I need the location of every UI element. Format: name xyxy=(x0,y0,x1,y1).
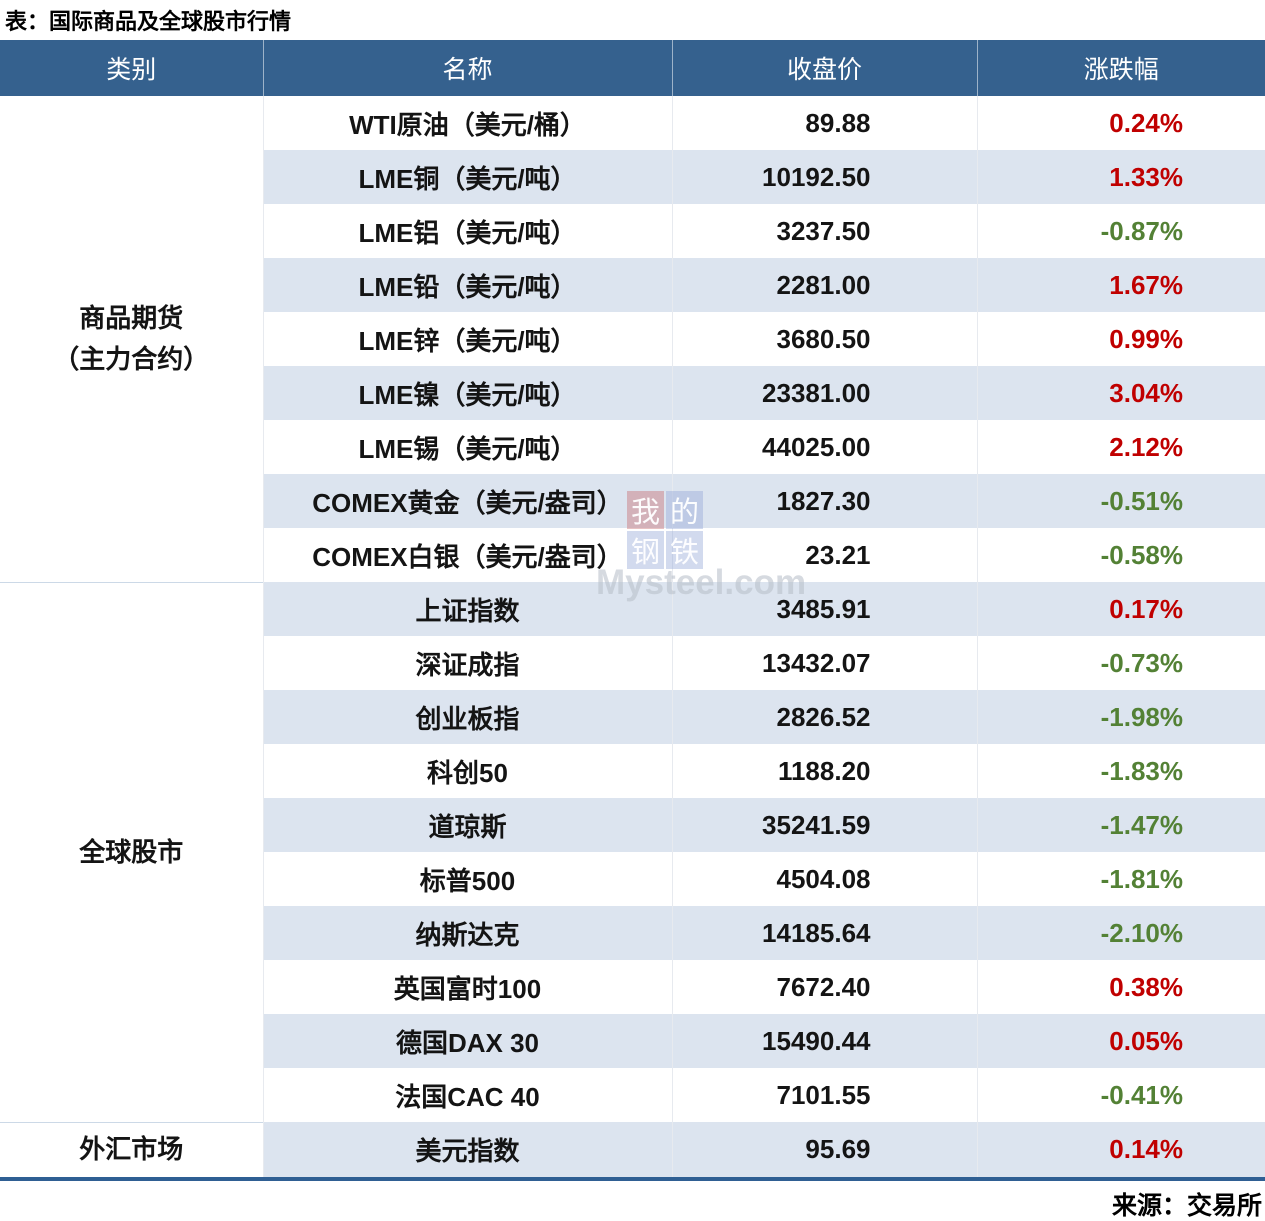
change-cell: -0.58% xyxy=(976,528,1265,582)
change-cell: -1.81% xyxy=(976,852,1265,906)
change-cell: -1.83% xyxy=(976,744,1265,798)
category-label: 商品期货 xyxy=(79,303,184,334)
close-cell: 10192.50 xyxy=(671,150,977,204)
name-cell: 上证指数 xyxy=(262,582,672,636)
name-cell: LME锡（美元/吨） xyxy=(262,420,672,474)
category-label: 外汇市场 xyxy=(79,1134,184,1165)
change-cell: 0.17% xyxy=(976,582,1265,636)
change-cell: 1.67% xyxy=(976,258,1265,312)
close-cell: 4504.08 xyxy=(671,852,977,906)
close-cell: 95.69 xyxy=(671,1122,977,1179)
table-row: 深证成指 13432.07 -0.73% xyxy=(0,636,1265,690)
category-label: 全球股市 xyxy=(79,836,184,867)
name-cell: LME锌（美元/吨） xyxy=(262,312,672,366)
close-cell: 44025.00 xyxy=(671,420,977,474)
table-row: 创业板指 2826.52 -1.98% xyxy=(0,690,1265,744)
table-body: 商品期货 （主力合约） WTI原油（美元/桶） 89.88 0.24% LME铜（美元/吨… xyxy=(0,96,1265,1179)
table-row: COMEX黄金（美元/盎司） 1827.30 -0.51% xyxy=(0,474,1265,528)
name-cell: 深证成指 xyxy=(262,636,672,690)
name-cell: WTI原油（美元/桶） xyxy=(262,96,672,150)
close-cell: 7101.55 xyxy=(671,1068,977,1122)
change-cell: 0.24% xyxy=(976,96,1265,150)
table-row: LME铅（美元/吨） 2281.00 1.67% xyxy=(0,258,1265,312)
change-cell: -1.47% xyxy=(976,798,1265,852)
table-row: 外汇市场 美元指数 95.69 0.14% xyxy=(0,1121,1265,1179)
header-name: 名称 xyxy=(262,40,672,96)
table-row: COMEX白银（美元/盎司） 23.21 -0.58% xyxy=(0,528,1265,582)
table-row: 德国DAX 30 15490.44 0.05% xyxy=(0,1014,1265,1068)
change-cell: 0.38% xyxy=(976,960,1265,1014)
table-row: LME锡（美元/吨） 44025.00 2.12% xyxy=(0,420,1265,474)
close-cell: 1827.30 xyxy=(671,474,977,528)
name-cell: 英国富时100 xyxy=(262,960,672,1014)
close-cell: 23381.00 xyxy=(671,366,977,420)
category-cell: 商品期货 （主力合约） xyxy=(0,96,263,582)
change-cell: -0.73% xyxy=(976,636,1265,690)
name-cell: 道琼斯 xyxy=(262,798,672,852)
change-cell: 2.12% xyxy=(976,420,1265,474)
change-cell: -1.98% xyxy=(976,690,1265,744)
table-header: 类别 名称 收盘价 涨跌幅 xyxy=(0,40,1265,96)
name-cell: 纳斯达克 xyxy=(262,906,672,960)
close-cell: 3680.50 xyxy=(671,312,977,366)
table-row: LME铜（美元/吨） 10192.50 1.33% xyxy=(0,150,1265,204)
name-cell: COMEX白银（美元/盎司） xyxy=(262,528,672,582)
close-cell: 15490.44 xyxy=(671,1014,977,1068)
category-cell: 外汇市场 xyxy=(0,1121,263,1179)
close-cell: 3237.50 xyxy=(671,204,977,258)
table-row: LME锌（美元/吨） 3680.50 0.99% xyxy=(0,312,1265,366)
change-cell: 0.14% xyxy=(976,1122,1265,1179)
table-row: 纳斯达克 14185.64 -2.10% xyxy=(0,906,1265,960)
name-cell: 创业板指 xyxy=(262,690,672,744)
table-row: 英国富时100 7672.40 0.38% xyxy=(0,960,1265,1014)
table-row: 全球股市 上证指数 3485.91 0.17% xyxy=(0,581,1265,1122)
table-row: 法国CAC 40 7101.55 -0.41% xyxy=(0,1068,1265,1122)
name-cell: LME镍（美元/吨） xyxy=(262,366,672,420)
table-row: 道琼斯 35241.59 -1.47% xyxy=(0,798,1265,852)
close-cell: 23.21 xyxy=(671,528,977,582)
change-cell: 3.04% xyxy=(976,366,1265,420)
name-cell: 标普500 xyxy=(262,852,672,906)
close-cell: 2281.00 xyxy=(671,258,977,312)
name-cell: 美元指数 xyxy=(262,1122,672,1179)
header-category: 类别 xyxy=(0,40,263,96)
name-cell: 法国CAC 40 xyxy=(262,1068,672,1122)
name-cell: 科创50 xyxy=(262,744,672,798)
header-change: 涨跌幅 xyxy=(976,40,1265,96)
header-close: 收盘价 xyxy=(671,40,977,96)
name-cell: 德国DAX 30 xyxy=(262,1014,672,1068)
change-cell: -0.87% xyxy=(976,204,1265,258)
name-cell: LME铜（美元/吨） xyxy=(262,150,672,204)
name-cell: COMEX黄金（美元/盎司） xyxy=(262,474,672,528)
close-cell: 13432.07 xyxy=(671,636,977,690)
close-cell: 14185.64 xyxy=(671,906,977,960)
close-cell: 7672.40 xyxy=(671,960,977,1014)
table-row: 标普500 4504.08 -1.81% xyxy=(0,852,1265,906)
table-row: 商品期货 （主力合约） WTI原油（美元/桶） 89.88 0.24% xyxy=(0,96,1265,582)
category-cell: 全球股市 xyxy=(0,581,263,1122)
close-cell: 3485.91 xyxy=(671,582,977,636)
table-row: 科创50 1188.20 -1.83% xyxy=(0,744,1265,798)
table-row: LME镍（美元/吨） 23381.00 3.04% xyxy=(0,366,1265,420)
change-cell: -0.41% xyxy=(976,1068,1265,1122)
name-cell: LME铅（美元/吨） xyxy=(262,258,672,312)
quote-table: 类别 名称 收盘价 涨跌幅 商品期货 （主力合约） WTI原油（美元/桶） 89.88… xyxy=(0,40,1265,1181)
change-cell: -2.10% xyxy=(976,906,1265,960)
change-cell: 1.33% xyxy=(976,150,1265,204)
name-cell: LME铝（美元/吨） xyxy=(262,204,672,258)
table-row: LME铝（美元/吨） 3237.50 -0.87% xyxy=(0,204,1265,258)
change-cell: 0.99% xyxy=(976,312,1265,366)
source-note: 来源：交易所 xyxy=(1111,1192,1262,1220)
close-cell: 89.88 xyxy=(671,96,977,150)
close-cell: 2826.52 xyxy=(671,690,977,744)
close-cell: 1188.20 xyxy=(671,744,977,798)
change-cell: 0.05% xyxy=(976,1014,1265,1068)
header-row: 类别 名称 收盘价 涨跌幅 xyxy=(0,40,1265,96)
close-cell: 35241.59 xyxy=(671,798,977,852)
page-title: 表：国际商品及全球股市行情 xyxy=(5,9,292,34)
category-label: （主力合约） xyxy=(53,343,210,374)
change-cell: -0.51% xyxy=(976,474,1265,528)
